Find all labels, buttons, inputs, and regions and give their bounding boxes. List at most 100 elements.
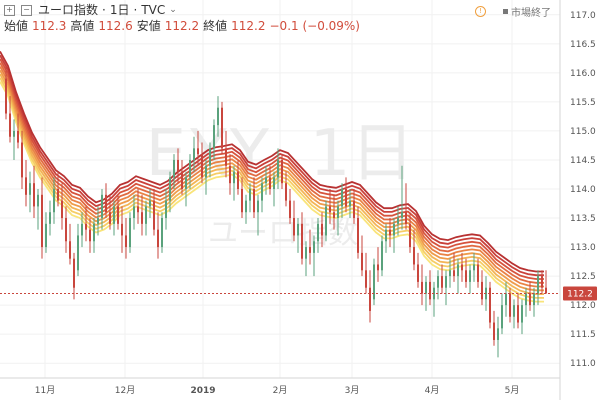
market-status: ! 市場終了 bbox=[475, 4, 551, 19]
y-tick-label: 113.0 bbox=[570, 243, 596, 253]
candle-body bbox=[333, 212, 335, 219]
candle bbox=[121, 206, 123, 253]
x-axis: 11月 12月 2019 2月 3月 4月 5月 bbox=[0, 377, 560, 396]
candle bbox=[293, 200, 295, 242]
candle-body bbox=[253, 189, 255, 213]
candle-body bbox=[53, 189, 55, 213]
candle bbox=[97, 206, 99, 236]
candle bbox=[249, 183, 251, 213]
candle-body bbox=[93, 223, 95, 242]
y-tick-label: 111.0 bbox=[570, 359, 596, 369]
candle bbox=[305, 241, 307, 277]
compare-icon[interactable]: − bbox=[21, 4, 32, 16]
open-value: 112.3 bbox=[32, 19, 67, 33]
y-tick-label: 115.5 bbox=[570, 98, 596, 108]
candle-body bbox=[49, 212, 51, 224]
candle-body bbox=[349, 200, 351, 207]
candle-body bbox=[201, 154, 203, 178]
candle bbox=[81, 212, 83, 248]
candle-body bbox=[481, 281, 483, 300]
candle-body bbox=[225, 148, 227, 166]
close-label: 終値 bbox=[203, 19, 228, 33]
candle-body bbox=[5, 78, 7, 114]
candle bbox=[345, 177, 347, 213]
candle-body bbox=[477, 264, 479, 282]
candle-body bbox=[9, 113, 11, 137]
candle-body bbox=[461, 264, 463, 271]
y-tick-label: 114.5 bbox=[570, 156, 596, 166]
candle-body bbox=[37, 194, 39, 207]
candle bbox=[469, 264, 471, 294]
candle bbox=[397, 206, 399, 236]
chevron-down-icon[interactable]: ⌄ bbox=[169, 5, 177, 15]
candle-body bbox=[85, 223, 87, 230]
close-value: 112.2 bbox=[231, 19, 266, 33]
candle bbox=[353, 189, 355, 224]
candle-body bbox=[297, 223, 299, 236]
candle bbox=[473, 252, 475, 282]
candle bbox=[13, 119, 15, 160]
candle bbox=[409, 212, 411, 253]
candle-body bbox=[381, 241, 383, 271]
candle-body bbox=[373, 264, 375, 300]
candle bbox=[49, 200, 51, 236]
separator: · bbox=[133, 3, 138, 17]
candle-body bbox=[505, 293, 507, 306]
candle-body bbox=[213, 125, 215, 149]
symbol-name[interactable]: ユーロ指数 bbox=[38, 3, 99, 17]
candle bbox=[161, 212, 163, 253]
candle bbox=[29, 171, 31, 213]
candle bbox=[421, 264, 423, 306]
candle bbox=[277, 148, 279, 189]
candle-body bbox=[273, 177, 275, 189]
candle-body bbox=[529, 293, 531, 306]
candle bbox=[493, 310, 495, 346]
candle-body bbox=[345, 189, 347, 207]
candle-body bbox=[357, 218, 359, 253]
candle-body bbox=[441, 276, 443, 288]
candle bbox=[441, 264, 443, 294]
interval-label[interactable]: 1日 bbox=[109, 3, 130, 17]
y-tick-label: 113.5 bbox=[570, 214, 596, 224]
candle-body bbox=[453, 270, 455, 277]
candle bbox=[141, 194, 143, 236]
candle-body bbox=[301, 223, 303, 259]
candle bbox=[365, 252, 367, 294]
candle-body bbox=[517, 305, 519, 323]
candle bbox=[165, 189, 167, 230]
candle-body bbox=[525, 293, 527, 306]
candle-body bbox=[125, 235, 127, 248]
candle bbox=[257, 194, 259, 236]
candle-body bbox=[409, 223, 411, 248]
ribbon-line bbox=[0, 69, 544, 292]
candle-body bbox=[153, 200, 155, 230]
candle bbox=[129, 212, 131, 253]
candle bbox=[369, 270, 371, 323]
candle-body bbox=[233, 171, 235, 184]
candle bbox=[61, 183, 63, 230]
candle bbox=[325, 200, 327, 242]
expand-icon[interactable]: + bbox=[4, 4, 15, 16]
candle-body bbox=[337, 206, 339, 219]
high-value: 112.6 bbox=[98, 19, 133, 33]
candle bbox=[17, 113, 19, 149]
candle bbox=[481, 270, 483, 306]
candle bbox=[273, 171, 275, 207]
candle-body bbox=[57, 189, 59, 201]
candle-body bbox=[533, 293, 535, 306]
candle bbox=[377, 247, 379, 282]
candle bbox=[413, 229, 415, 271]
candle-body bbox=[205, 165, 207, 178]
candle bbox=[269, 165, 271, 195]
candle bbox=[157, 212, 159, 259]
candle-body bbox=[237, 171, 239, 189]
candle bbox=[181, 159, 183, 195]
candle-body bbox=[101, 194, 103, 219]
alert-icon[interactable]: ! bbox=[475, 6, 486, 17]
candle-body bbox=[385, 229, 387, 242]
candle-body bbox=[277, 159, 279, 178]
candle bbox=[237, 159, 239, 195]
candle bbox=[41, 177, 43, 259]
candle-body bbox=[261, 183, 263, 201]
